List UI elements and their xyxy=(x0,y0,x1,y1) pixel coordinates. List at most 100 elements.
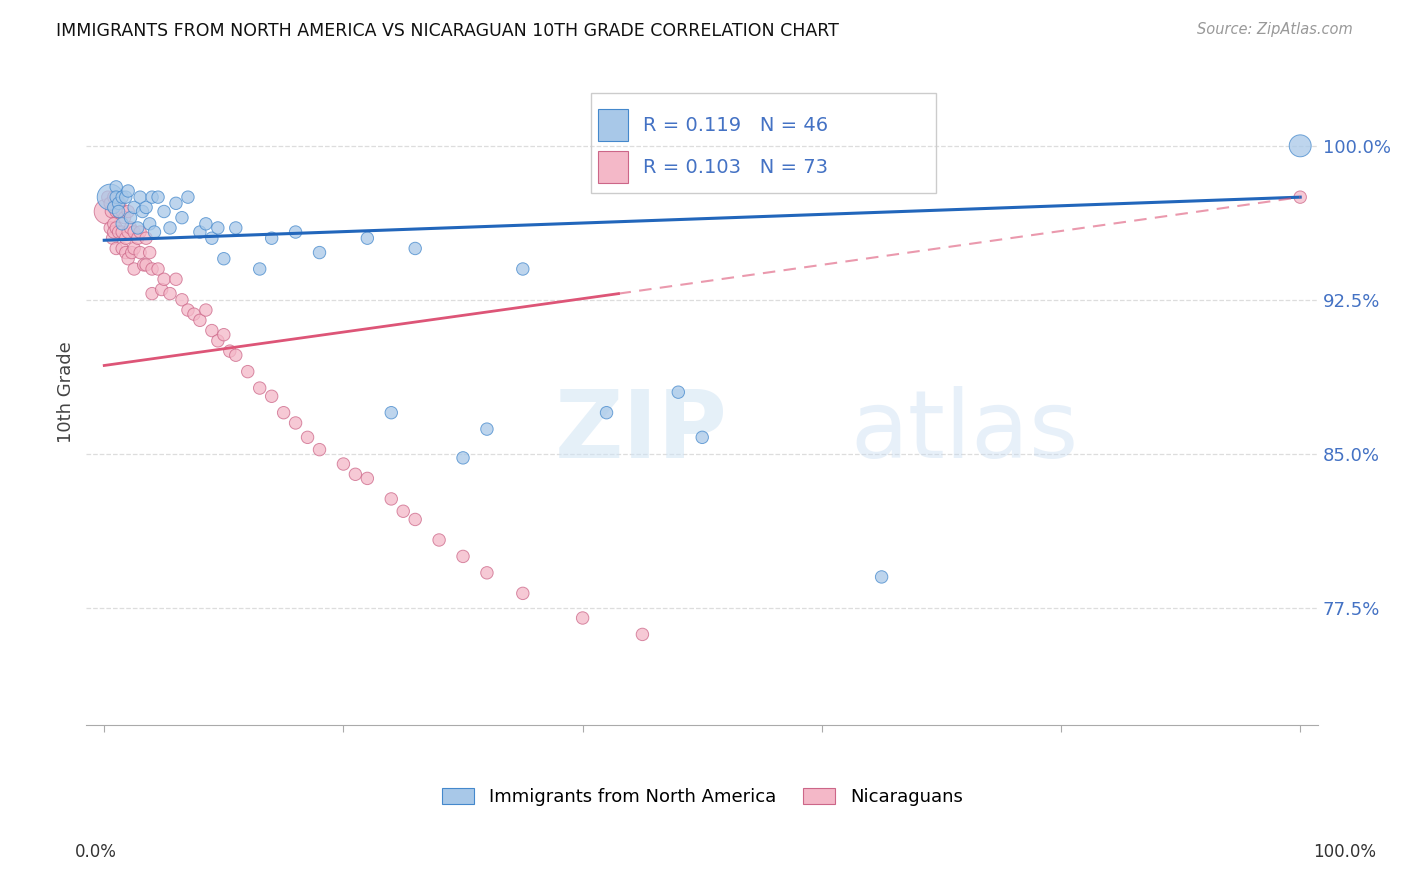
Bar xyxy=(598,152,628,184)
Point xyxy=(212,327,235,342)
Bar xyxy=(598,110,628,142)
Point xyxy=(380,406,402,420)
Point xyxy=(170,293,193,307)
Point xyxy=(98,190,121,204)
Point xyxy=(870,570,893,584)
Point xyxy=(201,231,224,245)
Point xyxy=(284,225,307,239)
Point xyxy=(120,221,142,235)
Point xyxy=(105,242,128,256)
Point xyxy=(260,231,283,245)
Point xyxy=(129,225,152,239)
Point xyxy=(146,190,169,204)
Point xyxy=(105,204,128,219)
Point xyxy=(188,225,211,239)
Point xyxy=(111,217,134,231)
Point xyxy=(135,258,157,272)
Point xyxy=(183,307,205,321)
Point xyxy=(131,204,153,219)
Point xyxy=(114,190,136,204)
Point xyxy=(117,252,139,266)
Point xyxy=(107,196,129,211)
Point xyxy=(512,262,534,277)
Point xyxy=(117,225,139,239)
Point xyxy=(146,262,169,277)
Point xyxy=(107,204,129,219)
Point xyxy=(120,211,142,225)
Point xyxy=(117,204,139,219)
Point xyxy=(98,196,121,211)
Point xyxy=(201,324,224,338)
Point xyxy=(135,231,157,245)
Point xyxy=(356,231,378,245)
Point xyxy=(117,184,139,198)
Point xyxy=(690,430,713,444)
Point xyxy=(105,221,128,235)
Point xyxy=(451,450,474,465)
Text: 100.0%: 100.0% xyxy=(1313,843,1375,861)
Legend: Immigrants from North America, Nicaraguans: Immigrants from North America, Nicaragua… xyxy=(434,780,970,813)
Point xyxy=(177,303,200,318)
Point xyxy=(207,221,229,235)
Point xyxy=(297,430,319,444)
Point xyxy=(236,365,259,379)
Point xyxy=(141,262,163,277)
Point xyxy=(249,381,271,395)
Text: R = 0.119   N = 46: R = 0.119 N = 46 xyxy=(643,116,828,135)
Point xyxy=(475,422,498,436)
Point xyxy=(122,225,145,239)
Point xyxy=(138,245,160,260)
Point xyxy=(571,611,593,625)
Point xyxy=(96,204,118,219)
Point xyxy=(103,217,125,231)
Point xyxy=(631,627,654,641)
Point xyxy=(107,225,129,239)
Point xyxy=(170,211,193,225)
Point xyxy=(122,262,145,277)
Point xyxy=(114,231,136,245)
Point xyxy=(512,586,534,600)
Y-axis label: 10th Grade: 10th Grade xyxy=(58,342,75,443)
Point xyxy=(159,221,181,235)
Point xyxy=(595,406,617,420)
Point xyxy=(127,231,149,245)
Point xyxy=(127,221,149,235)
Text: ZIP: ZIP xyxy=(554,386,727,478)
Point xyxy=(207,334,229,348)
Point xyxy=(107,204,129,219)
Text: 0.0%: 0.0% xyxy=(75,843,117,861)
Point xyxy=(150,283,173,297)
Point xyxy=(141,190,163,204)
Point xyxy=(101,231,124,245)
Point xyxy=(132,258,155,272)
Point xyxy=(427,533,450,547)
Point xyxy=(308,245,330,260)
Point xyxy=(188,313,211,327)
Point xyxy=(451,549,474,564)
Point xyxy=(141,286,163,301)
Point xyxy=(108,196,131,211)
Point xyxy=(111,225,134,239)
Text: atlas: atlas xyxy=(851,386,1078,478)
Point xyxy=(475,566,498,580)
Point xyxy=(218,344,240,359)
Point xyxy=(260,389,283,403)
Point xyxy=(392,504,415,518)
Point xyxy=(111,204,134,219)
Point xyxy=(153,204,176,219)
Point xyxy=(97,190,120,204)
Point xyxy=(165,196,187,211)
Text: R = 0.103   N = 73: R = 0.103 N = 73 xyxy=(643,158,828,177)
Point xyxy=(332,457,354,471)
Point xyxy=(114,245,136,260)
Point xyxy=(138,217,160,231)
Point xyxy=(100,204,122,219)
Point xyxy=(114,211,136,225)
Point xyxy=(129,190,152,204)
Text: IMMIGRANTS FROM NORTH AMERICA VS NICARAGUAN 10TH GRADE CORRELATION CHART: IMMIGRANTS FROM NORTH AMERICA VS NICARAG… xyxy=(56,22,839,40)
Point xyxy=(273,406,295,420)
Point xyxy=(225,348,247,362)
Point xyxy=(356,471,378,485)
Point xyxy=(1289,190,1312,204)
Point xyxy=(135,201,157,215)
